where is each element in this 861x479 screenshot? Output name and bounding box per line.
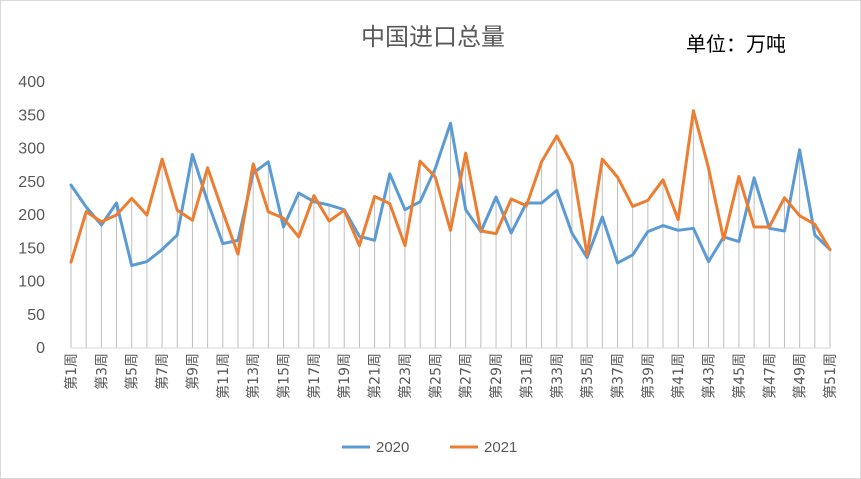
x-tick-label: 第19周 bbox=[336, 353, 353, 399]
x-tick-label: 第17周 bbox=[306, 353, 323, 399]
series-line-2021 bbox=[69, 109, 832, 264]
y-tick-label: 250 bbox=[18, 174, 45, 191]
legend: 2020 2021 bbox=[342, 439, 517, 456]
legend-label-2020: 2020 bbox=[376, 439, 409, 456]
x-tick-label: 第35周 bbox=[579, 353, 596, 399]
y-tick-label: 100 bbox=[18, 274, 45, 291]
x-tick-label: 第33周 bbox=[549, 353, 566, 399]
x-tick-label: 第7周 bbox=[154, 353, 171, 390]
x-tick-label: 第41周 bbox=[670, 353, 687, 399]
x-tick-label: 第39周 bbox=[640, 353, 657, 399]
x-tick-label: 第45周 bbox=[731, 353, 748, 399]
chart-title: 中国进口总量 bbox=[361, 23, 505, 51]
series-lines bbox=[69, 109, 832, 267]
x-tick-label: 第51周 bbox=[822, 353, 839, 399]
x-tick-label: 第31周 bbox=[518, 353, 535, 399]
drop-lines bbox=[70, 110, 831, 348]
y-tick-label: 50 bbox=[27, 307, 45, 324]
x-tick-label: 第49周 bbox=[792, 353, 809, 399]
x-tick-label: 第25周 bbox=[427, 353, 444, 399]
x-tick-label: 第11周 bbox=[215, 353, 232, 399]
x-tick-label: 第5周 bbox=[124, 353, 141, 390]
x-tick-label: 第3周 bbox=[93, 353, 110, 390]
y-tick-label: 200 bbox=[18, 207, 45, 224]
x-tick-label: 第9周 bbox=[184, 353, 201, 390]
x-tick-label: 第29周 bbox=[488, 353, 505, 399]
x-tick-label: 第43周 bbox=[701, 353, 718, 399]
x-tick-label: 第27周 bbox=[458, 353, 475, 399]
y-axis-ticks: 0 50 100 150 200 250 300 350 400 bbox=[18, 74, 45, 357]
legend-label-2021: 2021 bbox=[484, 439, 517, 456]
series-line-2020 bbox=[69, 121, 832, 267]
x-tick-label: 第13周 bbox=[245, 353, 262, 399]
x-tick-label: 第15周 bbox=[276, 353, 293, 399]
x-tick-label: 第1周 bbox=[63, 353, 80, 390]
y-tick-label: 150 bbox=[18, 240, 45, 257]
unit-label: 单位：万吨 bbox=[686, 32, 786, 56]
x-tick-label: 第21周 bbox=[367, 353, 384, 399]
x-tick-label: 第37周 bbox=[609, 353, 626, 399]
x-tick-label: 第47周 bbox=[761, 353, 778, 399]
y-tick-label: 350 bbox=[18, 107, 45, 124]
y-tick-label: 0 bbox=[36, 340, 45, 357]
y-tick-label: 300 bbox=[18, 141, 45, 158]
x-tick-label: 第23周 bbox=[397, 353, 414, 399]
y-tick-label: 400 bbox=[18, 74, 45, 91]
x-axis-ticks: 第1周 第3周 第5周 第7周 第9周 第11周 第13周 第15周 第17周 第19周 第21周第… bbox=[63, 353, 839, 399]
